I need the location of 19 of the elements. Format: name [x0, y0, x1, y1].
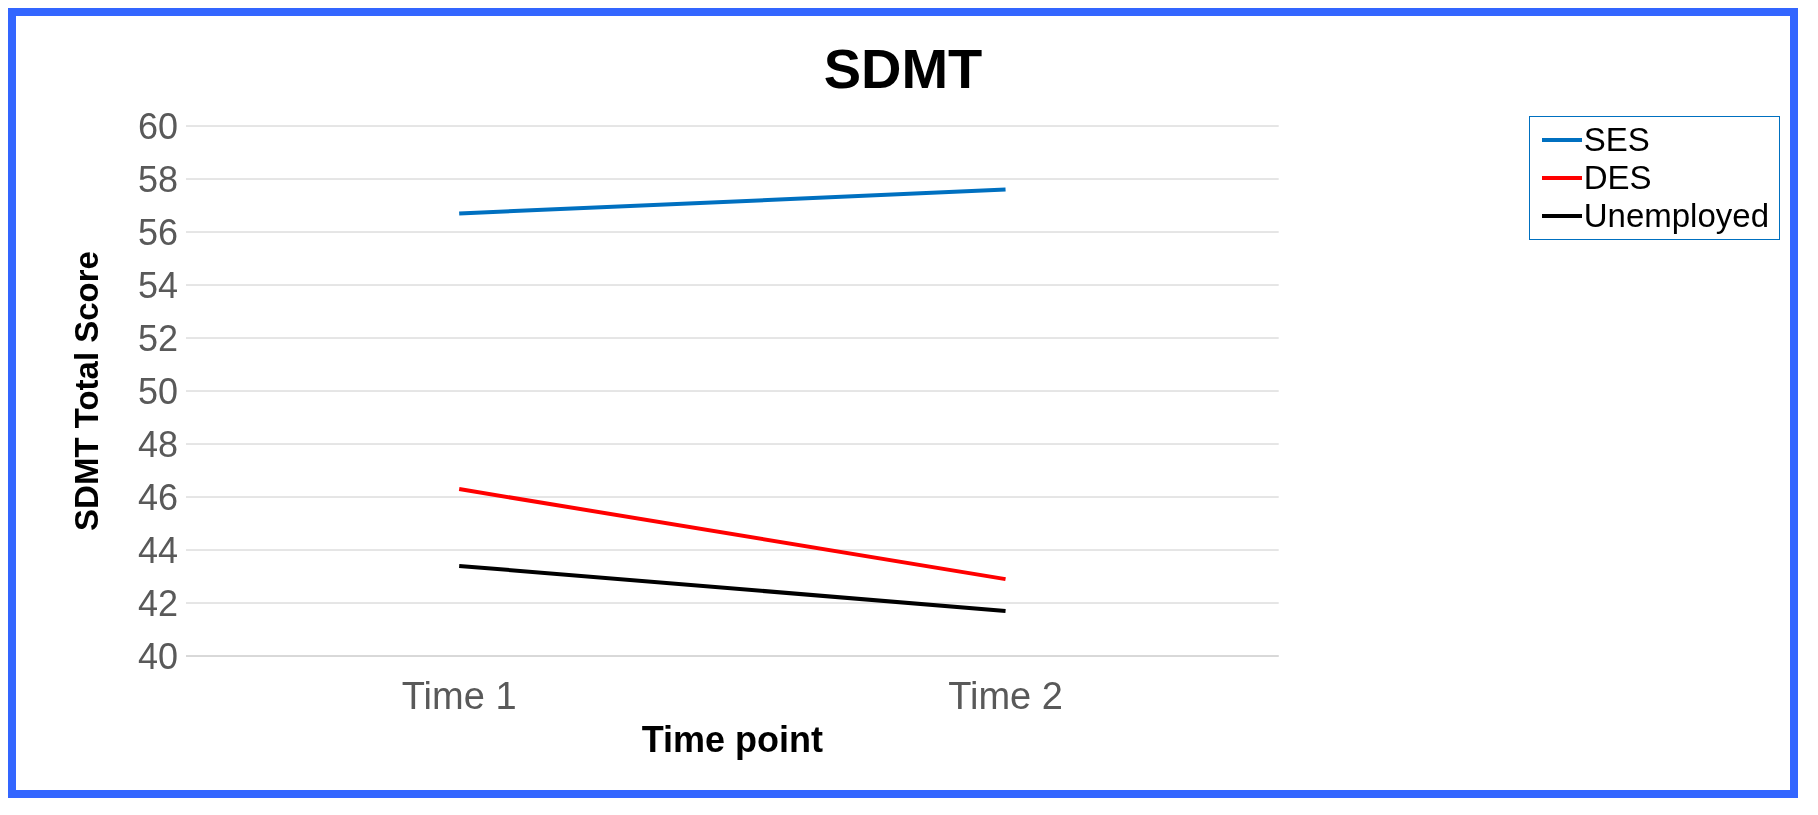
y-tick-label: 48 — [137, 423, 178, 465]
legend-label: Unemployed — [1583, 197, 1769, 235]
chart-title: SDMT — [822, 36, 984, 102]
x-axis-title: Time point — [641, 718, 824, 760]
x-tick-label: Time 1 — [401, 674, 517, 717]
y-tick-label: 44 — [137, 529, 178, 571]
y-tick-label: 42 — [137, 582, 178, 624]
y-axis-title: SDMT Total Score — [67, 251, 105, 531]
x-tick-label: Time 2 — [948, 674, 1063, 717]
y-tick-label: 54 — [137, 264, 178, 306]
y-tick-label: 40 — [137, 635, 178, 677]
legend-label: DES — [1583, 159, 1652, 197]
y-tick-label: 58 — [137, 158, 178, 200]
y-tick-label: 60 — [137, 105, 178, 147]
y-tick-label: 56 — [137, 211, 178, 253]
y-tick-label: 46 — [137, 476, 178, 518]
y-tick-label: 50 — [137, 370, 178, 412]
legend-label: SES — [1583, 121, 1650, 159]
y-tick-label: 52 — [137, 317, 178, 359]
